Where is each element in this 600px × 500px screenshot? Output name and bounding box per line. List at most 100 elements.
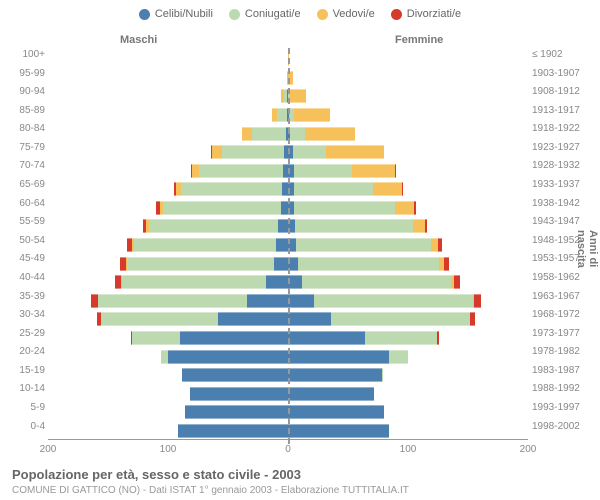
- bar-seg-cel: [266, 275, 288, 289]
- female-half: [288, 71, 528, 85]
- age-tick: 90-94: [0, 87, 45, 106]
- male-half: [48, 275, 288, 289]
- bar-seg-cel: [247, 294, 288, 308]
- legend-label: Vedovi/e: [333, 8, 375, 20]
- birth-tick: 1993-1997: [532, 403, 596, 422]
- age-tick: 45-49: [0, 254, 45, 273]
- bar-seg-ved: [352, 164, 395, 178]
- male-half: [48, 127, 288, 141]
- female-half: [288, 127, 528, 141]
- female-half: [288, 331, 528, 345]
- bar-seg-con: [199, 164, 283, 178]
- chart-title: Popolazione per età, sesso e stato civil…: [12, 467, 301, 482]
- bar-seg-con: [222, 145, 284, 159]
- bar-seg-div: [470, 312, 475, 326]
- x-tick: 200: [520, 444, 537, 455]
- legend-item: Vedovi/e: [317, 8, 375, 20]
- bar-seg-cel: [288, 350, 389, 364]
- age-tick: 40-44: [0, 273, 45, 292]
- male-half: [48, 368, 288, 382]
- bar-seg-div: [425, 219, 427, 233]
- legend-label: Divorziati/e: [407, 8, 461, 20]
- bar-seg-cel: [185, 405, 288, 419]
- birth-tick: 1963-1967: [532, 292, 596, 311]
- bar-seg-con: [101, 312, 219, 326]
- birth-tick: 1973-1977: [532, 329, 596, 348]
- female-half: [288, 145, 528, 159]
- female-half: [288, 238, 528, 252]
- bar-seg-div: [402, 182, 403, 196]
- bar-seg-con: [365, 331, 437, 345]
- female-half: [288, 294, 528, 308]
- center-axis: [288, 48, 290, 444]
- bar-seg-con: [149, 219, 279, 233]
- female-half: [288, 219, 528, 233]
- birth-tick: 1918-1922: [532, 124, 596, 143]
- legend-item: Divorziati/e: [391, 8, 461, 20]
- bar-seg-cel: [288, 368, 382, 382]
- bar-seg-cel: [288, 312, 331, 326]
- male-half: [48, 238, 288, 252]
- male-half: [48, 182, 288, 196]
- male-half: [48, 405, 288, 419]
- legend-swatch: [391, 9, 402, 20]
- x-tick: 0: [285, 444, 291, 455]
- bar-seg-ved: [395, 201, 414, 215]
- bar-seg-div: [474, 294, 481, 308]
- bar-seg-cel: [281, 201, 288, 215]
- y-title-right: Anni di nascita: [575, 230, 599, 268]
- birth-tick: 1968-1972: [532, 310, 596, 329]
- bar-seg-ved: [242, 127, 252, 141]
- bar-seg-div: [437, 331, 439, 345]
- male-half: [48, 350, 288, 364]
- birth-tick: 1913-1917: [532, 106, 596, 125]
- female-half: [288, 424, 528, 438]
- bar-seg-con: [98, 294, 247, 308]
- bar-seg-div: [438, 238, 442, 252]
- female-half: [288, 275, 528, 289]
- x-ticks: 2001000100200: [48, 444, 528, 458]
- age-tick: 5-9: [0, 403, 45, 422]
- male-half: [48, 89, 288, 103]
- female-half: [288, 312, 528, 326]
- male-half: [48, 294, 288, 308]
- bar-seg-cel: [180, 331, 288, 345]
- birth-tick: ≤ 1902: [532, 50, 596, 69]
- female-half: [288, 89, 528, 103]
- male-half: [48, 201, 288, 215]
- bar-seg-ved: [289, 89, 306, 103]
- bar-seg-con: [127, 257, 273, 271]
- age-tick: 20-24: [0, 347, 45, 366]
- baseline: [48, 439, 528, 440]
- female-half: [288, 368, 528, 382]
- bar-seg-cel: [288, 294, 314, 308]
- bar-seg-con: [294, 164, 352, 178]
- label-male: Maschi: [120, 34, 157, 46]
- legend-swatch: [229, 9, 240, 20]
- legend-label: Celibi/Nubili: [155, 8, 213, 20]
- legend-item: Celibi/Nubili: [139, 8, 213, 20]
- age-tick: 100+: [0, 50, 45, 69]
- bar-seg-cel: [274, 257, 288, 271]
- bar-seg-con: [294, 182, 373, 196]
- female-half: [288, 350, 528, 364]
- bar-seg-con: [294, 201, 395, 215]
- pyramid-plot: [48, 50, 528, 440]
- bar-seg-div: [395, 164, 396, 178]
- bar-seg-ved: [326, 145, 384, 159]
- bar-seg-con: [134, 238, 276, 252]
- chart-subtitle: COMUNE DI GATTICO (NO) - Dati ISTAT 1° g…: [12, 485, 409, 496]
- age-tick: 55-59: [0, 217, 45, 236]
- birth-tick: 1908-1912: [532, 87, 596, 106]
- female-half: [288, 405, 528, 419]
- age-tick: 15-19: [0, 366, 45, 385]
- x-tick: 100: [160, 444, 177, 455]
- male-half: [48, 312, 288, 326]
- bar-seg-con: [252, 127, 286, 141]
- bar-seg-ved: [212, 145, 222, 159]
- female-half: [288, 387, 528, 401]
- bar-seg-ved: [294, 108, 330, 122]
- bar-seg-con: [161, 350, 168, 364]
- bar-seg-cel: [288, 424, 389, 438]
- bar-seg-con: [314, 294, 472, 308]
